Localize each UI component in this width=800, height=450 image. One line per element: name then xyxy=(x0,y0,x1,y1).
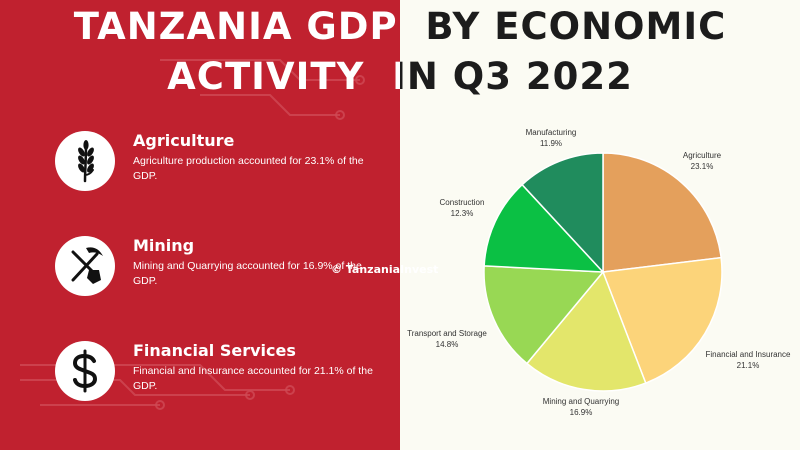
slice-label-agriculture: Agriculture xyxy=(683,151,722,160)
slice-label-mining-and-quarrying: Mining and Quarrying xyxy=(543,397,619,406)
slice-value-manufacturing: 11.9% xyxy=(540,139,562,148)
pie-slice-mining-and-quarrying xyxy=(525,270,647,392)
slice-value-financial-and-insurance: 21.1% xyxy=(737,361,760,370)
pie-slice-agriculture xyxy=(602,152,722,273)
slice-label-financial-and-insurance: Financial and Insurance xyxy=(706,350,791,359)
agriculture-description: Agriculture production accounted for 23.… xyxy=(133,155,364,182)
title-line-2: ACTIVITY IN Q3 2022 xyxy=(0,52,800,102)
wheat-icon xyxy=(55,131,115,191)
mining-description: Mining and Quarrying accounted for 16.9%… xyxy=(133,260,362,287)
pie-slice-transport-and-storage xyxy=(483,265,605,365)
financial-services-highlight: Financial Services Financial and Insuran… xyxy=(55,341,395,411)
pie-slice-manufacturing xyxy=(521,152,604,274)
title-line-1: TANZANIA GDP BY ECONOMIC xyxy=(0,2,800,52)
slice-label-transport-and-storage: Transport and Storage xyxy=(407,329,487,338)
mining-title: Mining xyxy=(133,236,195,255)
pie-slice-construction xyxy=(483,183,605,273)
dollar-icon xyxy=(55,341,115,401)
slice-value-mining-and-quarrying: 16.9% xyxy=(570,408,593,417)
financial-services-description: Financial and Insurance accounted for 21… xyxy=(133,365,373,392)
mining-highlight: Mining Mining and Quarrying accounted fo… xyxy=(55,236,395,306)
slice-value-transport-and-storage: 14.8% xyxy=(436,340,459,349)
agriculture-title: Agriculture xyxy=(133,131,235,150)
watermark: © TanzaniaInvest xyxy=(331,263,439,276)
shovel-pickaxe-icon xyxy=(55,236,115,296)
slice-label-manufacturing: Manufacturing xyxy=(526,128,577,137)
pie-chart: Agriculture 23.1% Financial and Insurance 2… xyxy=(407,128,791,417)
financial-services-title: Financial Services xyxy=(133,341,296,360)
slice-value-agriculture: 23.1% xyxy=(691,162,714,171)
slice-label-construction: Construction xyxy=(440,198,485,207)
slice-value-construction: 12.3% xyxy=(451,209,474,218)
page-title: TANZANIA GDP BY ECONOMIC ACTIVITY IN Q3 … xyxy=(0,2,800,102)
pie-slice-financial-and-insurance xyxy=(601,256,723,385)
agriculture-highlight: Agriculture Agriculture production accou… xyxy=(55,131,395,201)
